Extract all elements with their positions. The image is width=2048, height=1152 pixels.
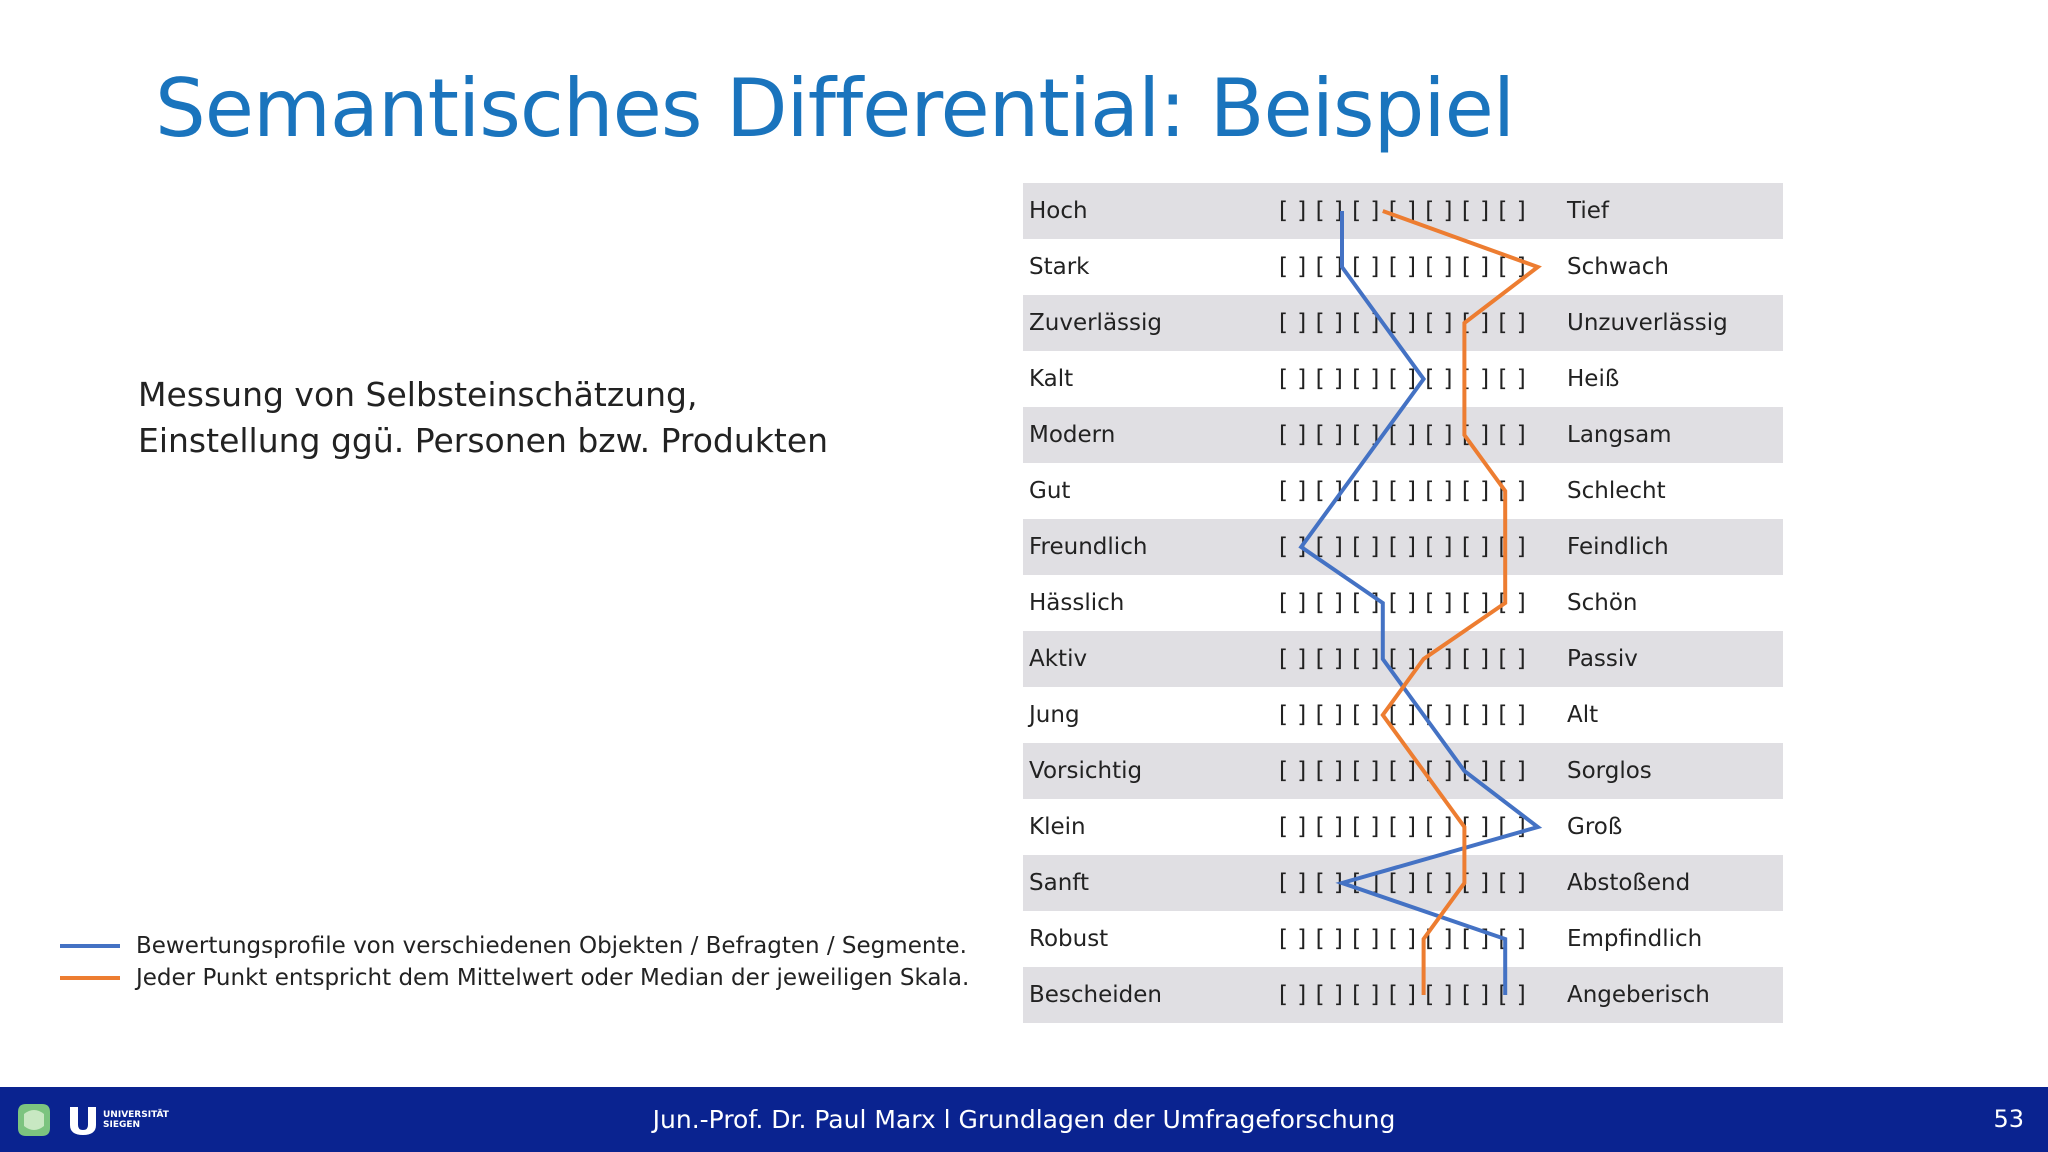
description-line-1: Messung von Selbsteinschätzung, — [138, 375, 698, 414]
right-pole-label: Groß — [1567, 814, 1623, 840]
university-logo: UNIVERSITÄT SIEGEN — [66, 1103, 169, 1137]
footer-bar: UNIVERSITÄT SIEGEN Jun.-Prof. Dr. Paul M… — [0, 1087, 2048, 1152]
scale-row: Zuverlässig [ ] [ ] [ ] [ ] [ ] [ ] [ ] Un… — [1023, 295, 1783, 351]
left-pole-label: Sanft — [1029, 870, 1089, 896]
right-pole-label: Feindlich — [1567, 534, 1669, 560]
scale-markers: [ ] [ ] [ ] [ ] [ ] [ ] [ ] — [1279, 478, 1526, 504]
right-pole-label: Schlecht — [1567, 478, 1666, 504]
legend-item-1-text: Bewertungsprofile von verschiedenen Obje… — [136, 933, 967, 959]
scale-row: Vorsichtig [ ] [ ] [ ] [ ] [ ] [ ] [ ] Sor… — [1023, 743, 1783, 799]
right-pole-label: Schwach — [1567, 254, 1669, 280]
right-pole-label: Alt — [1567, 702, 1599, 728]
right-pole-label: Unzuverlässig — [1567, 310, 1728, 336]
scale-markers: [ ] [ ] [ ] [ ] [ ] [ ] [ ] — [1279, 198, 1526, 224]
right-pole-label: Schön — [1567, 590, 1638, 616]
right-pole-label: Sorglos — [1567, 758, 1652, 784]
scale-row: Kalt [ ] [ ] [ ] [ ] [ ] [ ] [ ] Heiß — [1023, 351, 1783, 407]
left-pole-label: Vorsichtig — [1029, 758, 1143, 784]
right-pole-label: Empfindlich — [1567, 926, 1703, 952]
scale-markers: [ ] [ ] [ ] [ ] [ ] [ ] [ ] — [1279, 366, 1526, 392]
scale-markers: [ ] [ ] [ ] [ ] [ ] [ ] [ ] — [1279, 870, 1526, 896]
left-pole-label: Jung — [1029, 702, 1080, 728]
left-pole-label: Bescheiden — [1029, 982, 1163, 1008]
scale-row: Aktiv [ ] [ ] [ ] [ ] [ ] [ ] [ ] Passiv — [1023, 631, 1783, 687]
right-pole-label: Passiv — [1567, 646, 1638, 672]
scale-row: Modern [ ] [ ] [ ] [ ] [ ] [ ] [ ] Langsam — [1023, 407, 1783, 463]
page-number: 53 — [1993, 1105, 2024, 1133]
legend-blue-line — [60, 944, 120, 948]
right-pole-label: Tief — [1567, 198, 1609, 224]
footer-text: Jun.-Prof. Dr. Paul Marx l Grundlagen de… — [652, 1105, 1396, 1134]
description-line-2: Einstellung ggü. Personen bzw. Produkten — [138, 421, 829, 460]
left-pole-label: Stark — [1029, 254, 1090, 280]
scale-markers: [ ] [ ] [ ] [ ] [ ] [ ] [ ] — [1279, 254, 1526, 280]
scale-markers: [ ] [ ] [ ] [ ] [ ] [ ] [ ] — [1279, 758, 1526, 784]
right-pole-label: Heiß — [1567, 366, 1620, 392]
scale-row: Gut [ ] [ ] [ ] [ ] [ ] [ ] [ ] Schlecht — [1023, 463, 1783, 519]
scale-row: Klein [ ] [ ] [ ] [ ] [ ] [ ] [ ] Groß — [1023, 799, 1783, 855]
legend-orange-line — [60, 976, 120, 980]
scale-markers: [ ] [ ] [ ] [ ] [ ] [ ] [ ] — [1279, 814, 1526, 840]
scale-row: Bescheiden [ ] [ ] [ ] [ ] [ ] [ ] [ ] Ang… — [1023, 967, 1783, 1023]
university-name: UNIVERSITÄT SIEGEN — [103, 1110, 169, 1130]
left-pole-label: Kalt — [1029, 366, 1074, 392]
differential-table: Hoch [ ] [ ] [ ] [ ] [ ] [ ] [ ] Tief Stark… — [1023, 183, 1783, 1023]
left-pole-label: Gut — [1029, 478, 1071, 504]
scale-markers: [ ] [ ] [ ] [ ] [ ] [ ] [ ] — [1279, 702, 1526, 728]
left-pole-label: Klein — [1029, 814, 1086, 840]
legend-item-2: Jeder Punkt entspricht dem Mittelwert od… — [60, 962, 969, 994]
scale-markers: [ ] [ ] [ ] [ ] [ ] [ ] [ ] — [1279, 646, 1526, 672]
left-pole-label: Zuverlässig — [1029, 310, 1162, 336]
scale-row: Sanft [ ] [ ] [ ] [ ] [ ] [ ] [ ] Abstoßen… — [1023, 855, 1783, 911]
scale-markers: [ ] [ ] [ ] [ ] [ ] [ ] [ ] — [1279, 982, 1526, 1008]
faculty-logo-icon — [18, 1104, 50, 1136]
right-pole-label: Abstoßend — [1567, 870, 1691, 896]
footer-logos: UNIVERSITÄT SIEGEN — [12, 1097, 169, 1143]
scale-markers: [ ] [ ] [ ] [ ] [ ] [ ] [ ] — [1279, 534, 1526, 560]
left-pole-label: Aktiv — [1029, 646, 1088, 672]
scale-markers: [ ] [ ] [ ] [ ] [ ] [ ] [ ] — [1279, 926, 1526, 952]
scale-markers: [ ] [ ] [ ] [ ] [ ] [ ] [ ] — [1279, 590, 1526, 616]
left-pole-label: Modern — [1029, 422, 1116, 448]
left-pole-label: Hässlich — [1029, 590, 1125, 616]
left-pole-label: Robust — [1029, 926, 1109, 952]
legend: Bewertungsprofile von verschiedenen Obje… — [60, 930, 969, 994]
slide-title: Semantisches Differential: Beispiel — [155, 62, 1515, 155]
university-u-icon — [70, 1107, 96, 1135]
right-pole-label: Angeberisch — [1567, 982, 1710, 1008]
scale-row: Hässlich [ ] [ ] [ ] [ ] [ ] [ ] [ ] Schön — [1023, 575, 1783, 631]
scale-markers: [ ] [ ] [ ] [ ] [ ] [ ] [ ] — [1279, 422, 1526, 448]
scale-row: Jung [ ] [ ] [ ] [ ] [ ] [ ] [ ] Alt — [1023, 687, 1783, 743]
scale-row: Robust [ ] [ ] [ ] [ ] [ ] [ ] [ ] Empfind… — [1023, 911, 1783, 967]
legend-item-2-text: Jeder Punkt entspricht dem Mittelwert od… — [136, 965, 970, 991]
scale-markers: [ ] [ ] [ ] [ ] [ ] [ ] [ ] — [1279, 310, 1526, 336]
slide-description: Messung von Selbsteinschätzung, Einstell… — [138, 372, 828, 464]
scale-row: Stark [ ] [ ] [ ] [ ] [ ] [ ] [ ] Schwach — [1023, 239, 1783, 295]
left-pole-label: Hoch — [1029, 198, 1088, 224]
left-pole-label: Freundlich — [1029, 534, 1148, 560]
right-pole-label: Langsam — [1567, 422, 1672, 448]
scale-row: Hoch [ ] [ ] [ ] [ ] [ ] [ ] [ ] Tief — [1023, 183, 1783, 239]
legend-item-1: Bewertungsprofile von verschiedenen Obje… — [60, 930, 969, 962]
scale-row: Freundlich [ ] [ ] [ ] [ ] [ ] [ ] [ ] Fei… — [1023, 519, 1783, 575]
